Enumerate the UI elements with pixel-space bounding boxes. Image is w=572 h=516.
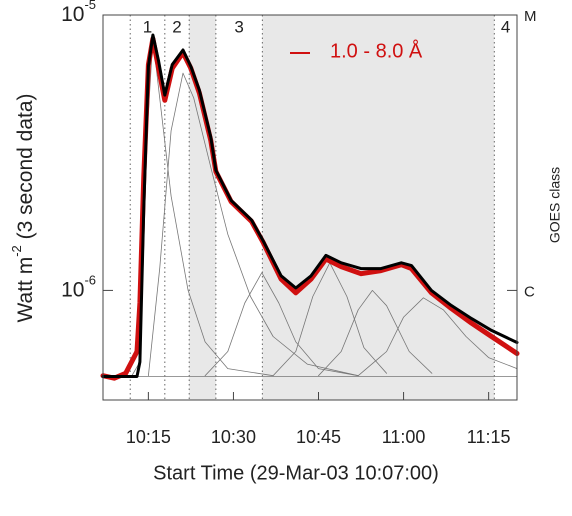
background-layer	[129, 15, 495, 400]
series-line	[204, 272, 359, 377]
y-label-text: Watt m	[14, 257, 37, 323]
period-label: 1	[143, 17, 152, 36]
y2-tick-label: M	[524, 8, 537, 25]
y2-axis-label: GOES class	[547, 167, 563, 243]
y-axis-label: Watt m-2 (3 second data)	[9, 93, 36, 322]
x-tick-label: 11:00	[382, 427, 426, 447]
x-axis-label: Start Time (29-Mar-03 10:07:00)	[153, 462, 439, 484]
period-label: 4	[501, 17, 510, 36]
series-line	[148, 72, 359, 377]
period-label: 2	[172, 17, 181, 36]
period-label: 3	[234, 17, 243, 36]
series-line	[357, 297, 518, 377]
line-layer	[100, 33, 520, 381]
legend-label: 1.0 - 8.0 Å	[330, 39, 423, 62]
x-tick-label: 10:45	[296, 427, 341, 447]
y-tick-label: 10-5	[61, 0, 96, 26]
y-tick-label: 10-6	[61, 273, 96, 301]
plot-frame	[102, 14, 518, 401]
series-line	[318, 290, 433, 377]
series-line	[101, 33, 519, 378]
y-label-sup: -2	[9, 245, 24, 257]
y-label-rest: (3 second data)	[14, 93, 37, 245]
shaded-interval	[262, 15, 495, 400]
y-tick-exponent: -6	[84, 273, 96, 288]
y-tick-base: 10	[61, 278, 84, 301]
x-tick-label: 10:30	[211, 427, 256, 447]
x-tick-label: 11:15	[467, 427, 511, 447]
y-tick-base: 10	[61, 3, 84, 26]
foreground-layer: 1 2 3 410:15 10:30 10:45 11:00 11:1510-510-6MC1…	[61, 0, 536, 447]
x-tick-label: 10:15	[126, 427, 171, 447]
y-tick-exponent: -5	[84, 0, 96, 12]
y2-tick-label: C	[524, 283, 535, 300]
